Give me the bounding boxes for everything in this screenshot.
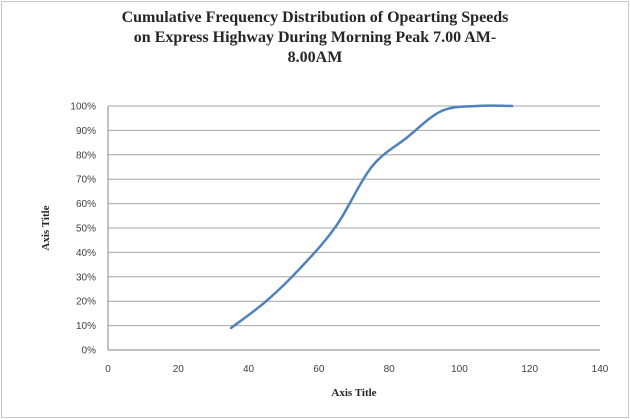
x-tick-label: 140 bbox=[592, 364, 609, 375]
data-point bbox=[335, 224, 338, 227]
x-tick-label: 0 bbox=[105, 364, 111, 375]
y-tick-label: 50% bbox=[76, 224, 96, 235]
x-tick-label: 20 bbox=[173, 364, 185, 375]
x-tick-label: 120 bbox=[521, 364, 538, 375]
y-tick-label: 70% bbox=[76, 175, 96, 186]
y-tick-label: 30% bbox=[76, 272, 96, 283]
x-tick-label: 60 bbox=[313, 364, 325, 375]
x-tick-label: 100 bbox=[451, 364, 468, 375]
y-tick-label: 100% bbox=[70, 102, 96, 113]
y-tick-label: 20% bbox=[76, 297, 96, 308]
y-tick-label: 0% bbox=[82, 346, 97, 357]
series-layer bbox=[229, 104, 514, 330]
y-axis-title: Axis Title bbox=[40, 205, 52, 250]
gridlines bbox=[107, 105, 600, 351]
x-axis-title: Axis Title bbox=[331, 387, 376, 399]
x-axis-ticks: 0 20 40 60 80 100 120 140 bbox=[105, 364, 609, 375]
data-point bbox=[229, 326, 233, 330]
data-point bbox=[510, 104, 514, 108]
data-point bbox=[264, 300, 268, 303]
x-tick-label: 80 bbox=[384, 364, 396, 375]
data-point bbox=[440, 109, 444, 113]
data-point bbox=[370, 165, 373, 169]
data-point bbox=[475, 104, 479, 108]
chart-title-line-3: 8.00AM bbox=[287, 49, 343, 66]
chart-title: Cumulative Frequency Distribution of Ope… bbox=[0, 8, 630, 68]
data-point bbox=[300, 265, 303, 269]
y-tick-label: 80% bbox=[76, 150, 96, 161]
y-tick-label: 90% bbox=[76, 126, 96, 137]
y-tick-label: 10% bbox=[76, 321, 96, 332]
chart-title-line-1: Cumulative Frequency Distribution of Ope… bbox=[121, 9, 509, 26]
y-tick-label: 60% bbox=[76, 199, 96, 210]
data-point bbox=[405, 136, 408, 139]
series-line bbox=[230, 104, 513, 330]
y-tick-label: 40% bbox=[76, 248, 96, 259]
y-axis-ticks: 0% 10% 20% 30% 40% 50% 60% 70% 80% 90% 100% bbox=[70, 102, 96, 357]
x-tick-label: 40 bbox=[243, 364, 255, 375]
chart-title-line-2: on Express Highway During Morning Peak 7… bbox=[133, 29, 497, 46]
